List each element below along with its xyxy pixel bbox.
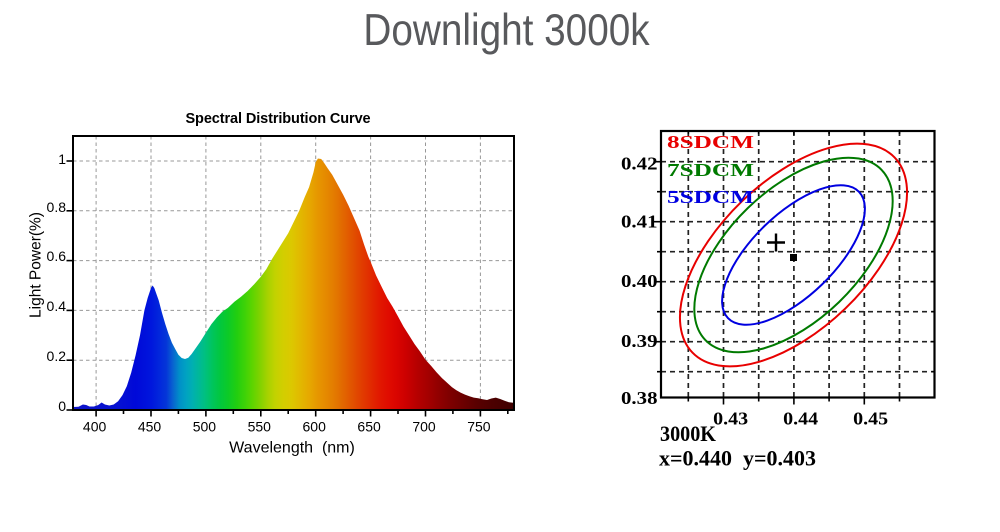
svg-text:0.4: 0.4 <box>47 298 67 314</box>
svg-text:0.41: 0.41 <box>621 212 658 232</box>
svg-text:0.8: 0.8 <box>47 199 67 215</box>
svg-text:Wavelength (nm): Wavelength (nm) <box>229 440 355 457</box>
svg-text:8SDCM: 8SDCM <box>667 132 754 152</box>
svg-text:0.6: 0.6 <box>47 248 67 264</box>
svg-text:Spectral Distribution Curve: Spectral Distribution Curve <box>185 111 370 127</box>
svg-text:1: 1 <box>58 151 66 167</box>
svg-text:450: 450 <box>138 419 162 435</box>
svg-text:0.2: 0.2 <box>47 348 67 364</box>
svg-text:0.45: 0.45 <box>853 409 888 429</box>
svg-text:0.38: 0.38 <box>621 388 658 408</box>
svg-text:0.40: 0.40 <box>621 271 658 291</box>
svg-text:400: 400 <box>83 419 107 435</box>
svg-text:7SDCM: 7SDCM <box>667 160 754 180</box>
svg-text:650: 650 <box>357 419 381 435</box>
svg-text:0.39: 0.39 <box>621 331 658 351</box>
svg-text:Light Power(%): Light Power(%) <box>28 212 45 318</box>
svg-text:0: 0 <box>58 398 66 414</box>
svg-text:3000K: 3000K <box>660 421 716 446</box>
svg-text:0.44: 0.44 <box>783 409 818 429</box>
svg-text:550: 550 <box>248 419 272 435</box>
svg-text:600: 600 <box>303 419 327 435</box>
svg-text:0.43: 0.43 <box>713 409 748 429</box>
svg-text:750: 750 <box>467 419 491 435</box>
svg-text:x=0.440 y=0.403: x=0.440 y=0.403 <box>659 446 816 471</box>
svg-text:5SDCM: 5SDCM <box>667 187 754 207</box>
svg-text:700: 700 <box>412 419 436 435</box>
svg-text:500: 500 <box>193 419 217 435</box>
svg-text:0.42: 0.42 <box>621 154 658 174</box>
